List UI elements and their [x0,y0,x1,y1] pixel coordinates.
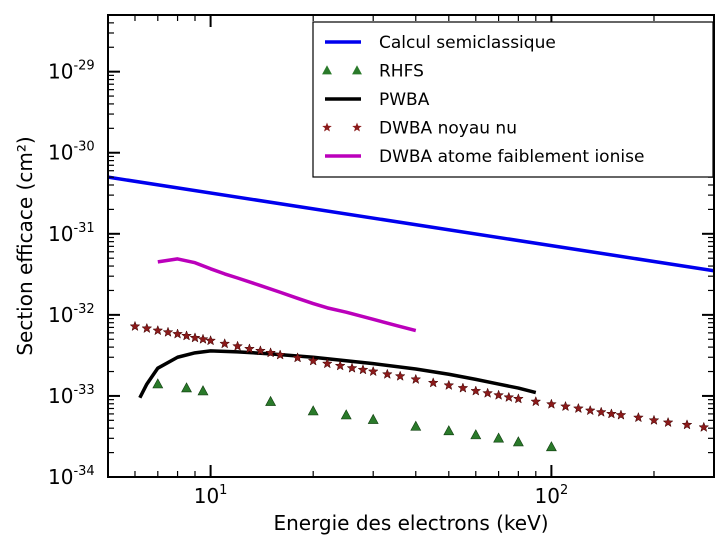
data-point [493,432,505,443]
data-point [346,362,358,373]
data-point [265,395,277,406]
data-point [470,385,482,396]
legend-entry-dwba-atome-faiblement-ionise: DWBA atome faiblement ionise [325,147,644,167]
data-point [681,419,693,430]
legend-entry-calcul-semiclassique: Calcul semiclassique [325,33,556,53]
data-point [243,343,255,354]
data-point [181,330,192,341]
data-point [265,347,277,358]
data-point [232,340,244,351]
x-axis-label: Energie des electrons (keV) [273,511,548,535]
y-tick-label: 10-29 [48,59,95,84]
data-point [334,360,346,371]
data-point [254,345,266,356]
legend-label: Calcul semiclassique [379,33,556,53]
data-point [205,334,217,346]
y-tick-label: 10-32 [48,302,95,327]
data-point [584,404,596,416]
legend-entry-dwba-noyau-nu: DWBA noyau nu [322,119,517,139]
data-point [141,322,153,334]
y-tick-label: 10-34 [48,464,95,489]
series-dwba-noyau-nu [129,320,710,432]
y-tick-label: 10-33 [48,383,95,408]
data-point [367,413,379,424]
data-point [530,395,542,407]
series-layer [108,175,714,452]
legend-swatch [352,122,362,132]
legend-label: PWBA [379,90,430,110]
data-point [482,387,494,398]
y-axis-label: Section efficace (cm²) [13,136,37,355]
data-point [172,328,183,339]
data-point [632,411,644,423]
series-rhfs [152,378,557,452]
data-point [427,377,439,388]
legend-swatch [322,122,332,132]
data-point [152,324,164,336]
data-point [189,332,201,343]
data-point [321,357,333,369]
data-point [197,333,209,344]
y-tick-label: 10-30 [48,140,95,165]
legend-swatch [352,65,362,75]
data-point [292,352,304,363]
data-point [129,320,141,332]
data-point [662,416,674,428]
series-line [138,349,537,399]
data-point [605,408,617,419]
data-point [443,425,455,436]
data-point [512,393,524,404]
data-point [512,436,524,447]
data-point [307,405,319,416]
data-point [219,338,231,349]
data-point [595,406,607,417]
series-calcul-semiclassique [108,175,714,273]
data-point [410,420,422,431]
data-point [274,349,286,360]
legend-box [312,21,714,178]
series-line [108,175,714,273]
legend-swatch [322,65,332,75]
series-line [157,257,417,333]
data-point [493,389,505,400]
x-tick-label: 102 [535,483,569,508]
y-tick-label: 10-31 [48,221,95,246]
data-point [470,429,482,440]
data-point [457,382,469,393]
data-point [381,368,393,379]
legend-entry-rhfs: RHFS [322,62,424,82]
data-point [503,391,515,402]
data-point [572,402,584,414]
legend: Calcul semiclassique RHFS PWBA DWBA noyau n… [312,21,714,178]
data-point [340,409,352,420]
legend-label: DWBA noyau nu [379,119,517,139]
data-point [698,421,710,432]
data-point [357,364,369,375]
data-point [615,409,627,420]
data-point [648,414,660,425]
data-point [443,379,455,390]
data-point [307,355,319,366]
data-point [545,441,557,452]
data-point [162,326,174,337]
x-tick-label: 101 [194,483,228,508]
legend-label: RHFS [379,62,424,82]
data-point [560,400,571,412]
data-point [545,398,557,409]
series-pwba [138,349,537,399]
legend-entry-pwba: PWBA [325,90,430,110]
series-dwba-atome-faiblement-ionise [157,257,417,333]
data-point [197,385,209,396]
data-point [410,373,422,385]
data-point [394,370,406,381]
legend-label: DWBA atome faiblement ionise [379,147,644,167]
data-point [181,382,192,393]
data-point [152,378,164,389]
data-point [367,365,379,377]
